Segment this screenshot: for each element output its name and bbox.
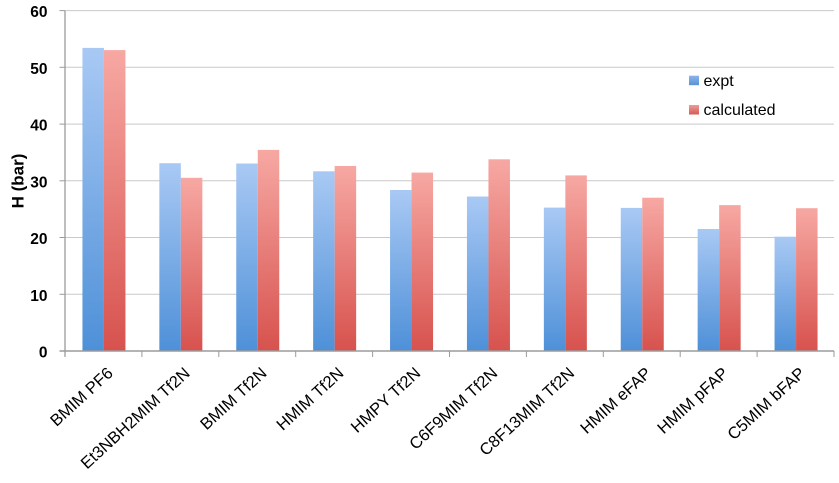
svg-text:0: 0 <box>39 345 48 362</box>
svg-text:50: 50 <box>30 61 47 78</box>
svg-text:40: 40 <box>30 118 47 135</box>
svg-text:expt: expt <box>704 73 735 90</box>
svg-text:calculated: calculated <box>704 102 776 119</box>
svg-text:60: 60 <box>30 4 47 21</box>
svg-text:H (bar): H (bar) <box>9 154 28 209</box>
svg-text:30: 30 <box>30 174 47 191</box>
svg-text:10: 10 <box>30 288 47 305</box>
svg-text:20: 20 <box>30 231 47 248</box>
